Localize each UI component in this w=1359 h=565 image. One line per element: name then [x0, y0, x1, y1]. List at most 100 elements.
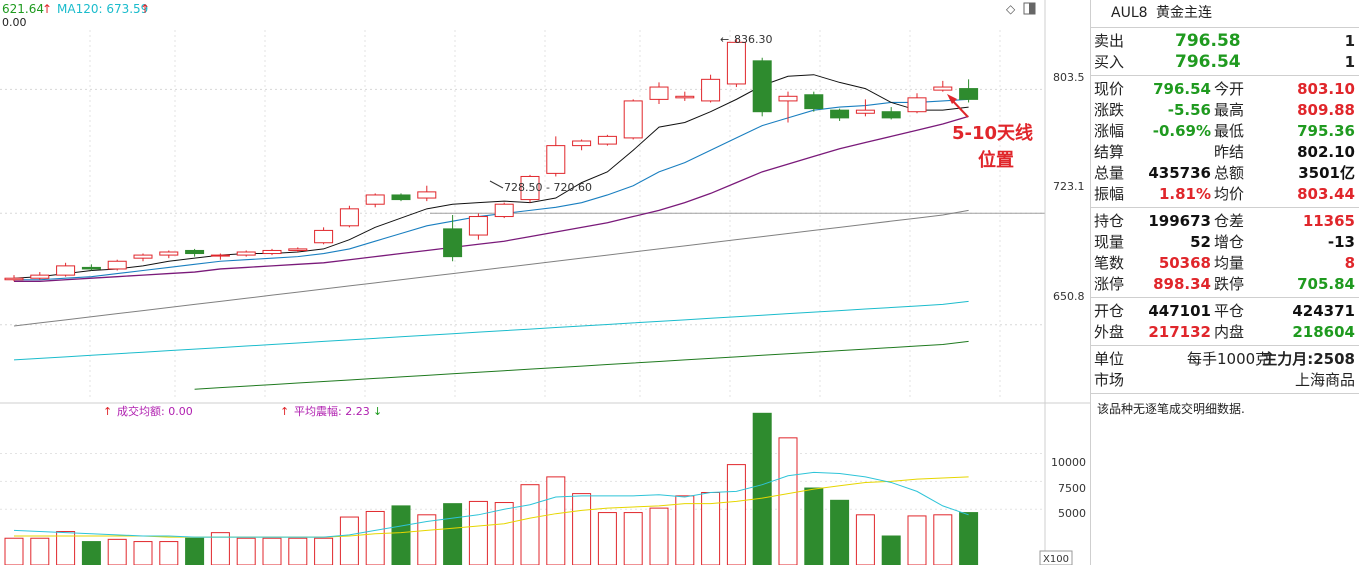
stat-value: 424371	[1292, 302, 1355, 320]
volume-bar	[314, 537, 334, 565]
candle-body	[675, 95, 695, 99]
volume-bar	[185, 537, 205, 565]
stat-label: 增仓	[1214, 233, 1245, 251]
callout-text-line1: 5-10天线	[952, 122, 1033, 144]
price-tick: 723.1	[1053, 180, 1085, 193]
stat-label: 昨结	[1214, 143, 1245, 161]
candle-body	[185, 249, 205, 255]
volume-bar	[520, 484, 540, 565]
candle-body	[365, 194, 385, 205]
stat-label: 仓差	[1214, 212, 1245, 230]
stat-row: 振幅 1.81% 均价 803.44	[1091, 184, 1359, 205]
stat-value: -13	[1327, 233, 1355, 251]
stat-label: 涨停	[1094, 275, 1125, 293]
volume-bar	[726, 464, 746, 565]
stats-section-3: 开仓 447101 平仓 424371 外盘 217132 内盘 218604	[1091, 298, 1359, 346]
kline-chart[interactable]: 621.64 ↑ MA120: 673.59 ↑ 0.00 ◇ 803.5 72…	[0, 0, 1090, 565]
buy-price: 796.54	[1175, 52, 1241, 72]
restore-icon-fill	[1029, 3, 1035, 14]
stat-label: 开仓	[1094, 302, 1125, 320]
tick-data-note: 该品种无逐笔成交明细数据.	[1097, 402, 1245, 416]
volume-bar	[494, 502, 514, 565]
volume-bar	[623, 512, 643, 565]
quote-panel: AUL8 黄金主连 卖出 796.58 1 买入 796.54 1 现价 796.…	[1090, 0, 1359, 565]
ma120-line	[13, 300, 969, 361]
buy-row: 买入 796.54 1	[1091, 52, 1359, 73]
market-label: 市场	[1094, 371, 1125, 389]
candle-body	[907, 97, 927, 113]
diamond-icon[interactable]: ◇	[1006, 2, 1016, 16]
candle-body	[830, 109, 850, 119]
stat-value: 802.10	[1297, 143, 1355, 161]
stat-label: 笔数	[1094, 254, 1125, 272]
stat-label: 现价	[1094, 80, 1125, 98]
volume-ma10-line	[14, 476, 969, 538]
stat-value: 809.88	[1297, 101, 1355, 119]
high-marker: ←	[720, 33, 729, 46]
stat-row: 涨停 898.34 跌停 705.84	[1091, 274, 1359, 295]
volume-bar	[262, 537, 282, 565]
stat-label: 现量	[1094, 233, 1125, 251]
market-value: 上海商品	[1294, 371, 1355, 389]
stat-label: 最低	[1214, 122, 1245, 140]
stat-value: 217132	[1148, 323, 1211, 341]
stat-value: 435736	[1148, 164, 1211, 182]
ma250-line	[194, 340, 969, 390]
candle-body	[804, 94, 824, 110]
market-row: 市场 上海商品	[1091, 370, 1359, 391]
stat-row: 现量 52 增仓 -13	[1091, 232, 1359, 253]
stat-label: 平仓	[1214, 302, 1245, 320]
stats-section-2: 持仓 199673 仓差 11365 现量 52 增仓 -13 笔数 50368 均量 8 涨停 898.…	[1091, 208, 1359, 298]
volume-bar	[881, 535, 901, 565]
candle-body	[572, 140, 592, 147]
volume-bar	[339, 516, 359, 565]
candle-body	[649, 86, 669, 100]
low-label: 728.50 - 720.60	[504, 181, 592, 194]
volume-bar	[236, 537, 256, 565]
ma-prev-arrow: ↑	[42, 2, 52, 16]
candle-body	[30, 274, 50, 279]
candle-body	[468, 216, 488, 236]
stat-label: 振幅	[1094, 185, 1125, 203]
volume-bar	[804, 487, 824, 565]
volume-bar	[210, 532, 230, 565]
stat-label: 总量	[1094, 164, 1125, 182]
candle-body	[546, 145, 566, 174]
volume-bar	[752, 412, 772, 565]
candle-body	[778, 95, 798, 102]
candle-body	[159, 251, 179, 256]
volume-bar	[675, 495, 695, 565]
volume-tick: 7500	[1058, 482, 1086, 495]
volume-bar	[391, 505, 411, 565]
instrument-name: 黄金主连	[1155, 5, 1212, 21]
stat-label: 内盘	[1214, 323, 1245, 341]
candle-body	[56, 265, 76, 276]
stat-label: 涨幅	[1094, 122, 1125, 140]
low-marker	[489, 180, 504, 189]
candle-body	[623, 100, 643, 139]
volume-bar	[30, 537, 50, 565]
stat-value: 52	[1190, 233, 1211, 251]
panel-title: AUL8 黄金主连	[1091, 0, 1359, 28]
callout-arrowhead	[947, 94, 957, 104]
volume-bar	[907, 515, 927, 565]
stat-label: 持仓	[1094, 212, 1125, 230]
stat-label: 最高	[1214, 101, 1245, 119]
volume-bar	[572, 493, 592, 565]
stat-label: 跌停	[1214, 275, 1245, 293]
order-book: 卖出 796.58 1 买入 796.54 1	[1091, 28, 1359, 76]
stat-label: 结算	[1094, 143, 1125, 161]
candle-body	[959, 88, 979, 100]
volume-tick: 5000	[1058, 507, 1086, 520]
ma60-line	[13, 209, 969, 327]
sub-value: 0.00	[2, 16, 27, 29]
sell-label: 卖出	[1094, 32, 1125, 50]
callout-text-line2: 位置	[978, 149, 1014, 171]
candle-body	[417, 191, 437, 199]
volume-bar	[855, 514, 875, 565]
candle-body	[262, 249, 282, 255]
candle-body	[288, 248, 308, 251]
price-tick: 650.8	[1053, 290, 1085, 303]
stat-row: 涨幅 -0.69% 最低 795.36	[1091, 121, 1359, 142]
vol-arrow-2: ↑	[280, 405, 289, 418]
